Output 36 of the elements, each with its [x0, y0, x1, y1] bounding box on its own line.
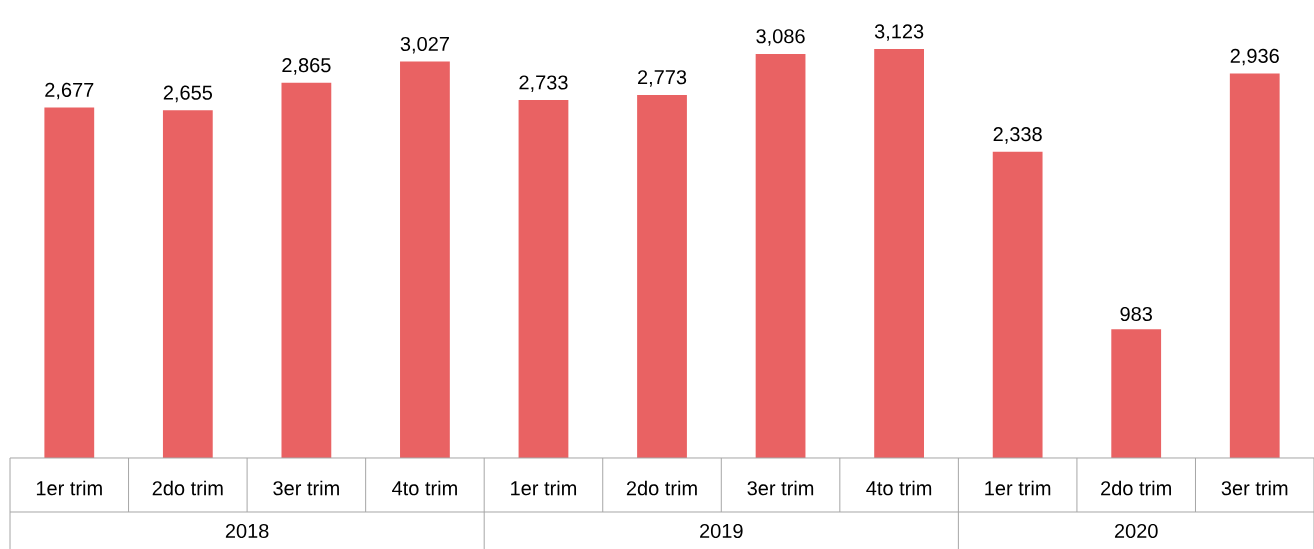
- x-tick-label: 4to trim: [392, 480, 457, 496]
- bar: [755, 53, 806, 458]
- data-label: 2,773: [637, 70, 687, 87]
- data-label: 2,655: [163, 85, 213, 103]
- bar: [400, 61, 450, 458]
- bar: [281, 82, 332, 458]
- bar: [1229, 73, 1280, 458]
- bar: [162, 110, 213, 458]
- data-label: 2,865: [282, 58, 331, 75]
- text: 2018: [225, 523, 269, 539]
- bar: [44, 107, 95, 458]
- x-tick-label: 3er trim: [273, 480, 339, 496]
- x-tick-label: 1er trim: [36, 480, 102, 496]
- data-label: 3,123: [874, 24, 924, 41]
- bar: [1111, 329, 1162, 458]
- bar: [518, 100, 569, 458]
- data-label: 2,338: [993, 127, 1042, 144]
- text: 2020: [1114, 523, 1158, 539]
- data-label: 983: [1120, 306, 1152, 322]
- x-tick-label: 2do trim: [1101, 480, 1171, 496]
- x-tick-label: 4to trim: [866, 480, 932, 496]
- x-tick-label: 3er trim: [1221, 480, 1288, 496]
- data-label: 2,936: [1230, 48, 1279, 66]
- x-tick-label: 2do trim: [152, 480, 223, 496]
- x-tick-label: 2do trim: [626, 480, 697, 496]
- x-tick-label: 1er trim: [511, 480, 577, 496]
- text: 2019: [700, 523, 743, 539]
- bar: [637, 94, 687, 458]
- data-label: 3,027: [400, 36, 449, 54]
- data-label: 2,733: [519, 75, 568, 92]
- data-label: 3,086: [756, 29, 805, 46]
- x-tick-label: 3er trim: [747, 480, 814, 496]
- bar: [874, 49, 924, 458]
- bar: [992, 151, 1043, 458]
- data-label: 2,677: [45, 82, 94, 100]
- x-tick-label: 1er trim: [985, 480, 1051, 496]
